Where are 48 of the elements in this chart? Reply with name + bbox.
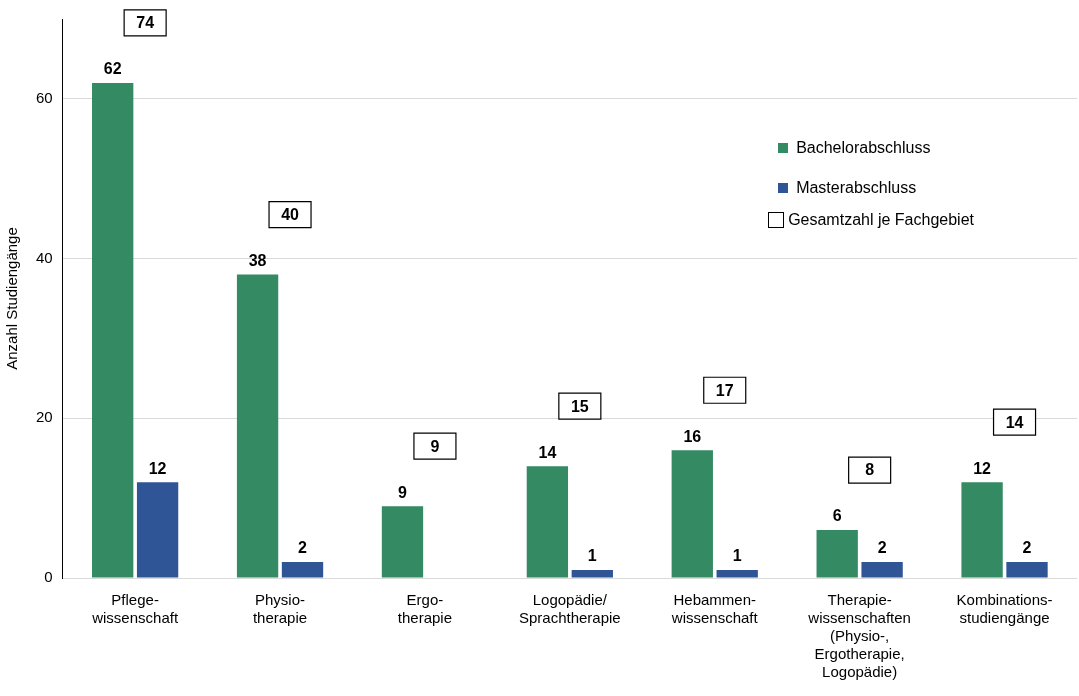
data-label: 1 xyxy=(732,547,742,565)
data-label: 62 xyxy=(103,60,122,78)
bar xyxy=(526,466,569,578)
bar xyxy=(236,274,279,578)
y-axis-title: Anzahl Studiengänge xyxy=(3,227,21,370)
bar xyxy=(861,562,903,578)
bar xyxy=(1006,562,1048,578)
annotation: 9 xyxy=(430,437,440,455)
data-label: 12 xyxy=(148,459,167,477)
annotation: 8 xyxy=(865,461,875,479)
y-tick-label: 0 xyxy=(44,568,53,586)
y-tick-label: 60 xyxy=(36,89,53,106)
x-tick-label: Physio- therapie xyxy=(252,591,308,627)
y-tick-label: 40 xyxy=(36,248,53,266)
bar xyxy=(136,482,179,578)
bar xyxy=(281,562,324,578)
x-tick-label: Therapie- wissenschaften (Physio-, Ergotherapie, Logopädie) xyxy=(807,591,911,681)
data-label: 9 xyxy=(398,483,408,501)
x-tick-label: Pflege- wissenschaft xyxy=(91,591,179,627)
data-label: 16 xyxy=(683,427,702,445)
y-tick-label: 20 xyxy=(36,408,53,426)
legend-label: Masterabschluss xyxy=(796,179,917,197)
annotation: Gesamtzahl je Fachgebiet xyxy=(788,211,974,229)
data-label: 2 xyxy=(298,539,308,557)
data-label: 2 xyxy=(877,539,887,557)
annotation: 40 xyxy=(281,205,300,223)
annotation: 14 xyxy=(1005,413,1024,431)
data-label: 14 xyxy=(538,443,557,461)
annotation: 74 xyxy=(136,14,155,32)
bar xyxy=(671,450,713,578)
data-label: 1 xyxy=(587,547,597,565)
x-tick-label: Kombinations- studiengänge xyxy=(956,591,1053,627)
bar xyxy=(92,82,134,578)
data-label: 12 xyxy=(973,459,992,477)
annotation: 15 xyxy=(570,397,589,415)
bar xyxy=(961,482,1003,578)
bar xyxy=(716,570,758,578)
x-tick-label: Logopädie/ Sprachtherapie xyxy=(518,591,621,627)
x-tick-label: Ergo- therapie xyxy=(397,591,453,627)
bar xyxy=(816,530,858,578)
data-label: 2 xyxy=(1022,539,1032,557)
annotation: 17 xyxy=(715,381,734,399)
bar xyxy=(571,570,613,578)
bar xyxy=(381,506,424,578)
legend-label: Bachelorabschluss xyxy=(796,139,931,157)
data-label: 6 xyxy=(832,507,842,525)
x-tick-label: Hebammen- wissenschaft xyxy=(670,591,759,627)
data-label: 38 xyxy=(248,251,267,269)
